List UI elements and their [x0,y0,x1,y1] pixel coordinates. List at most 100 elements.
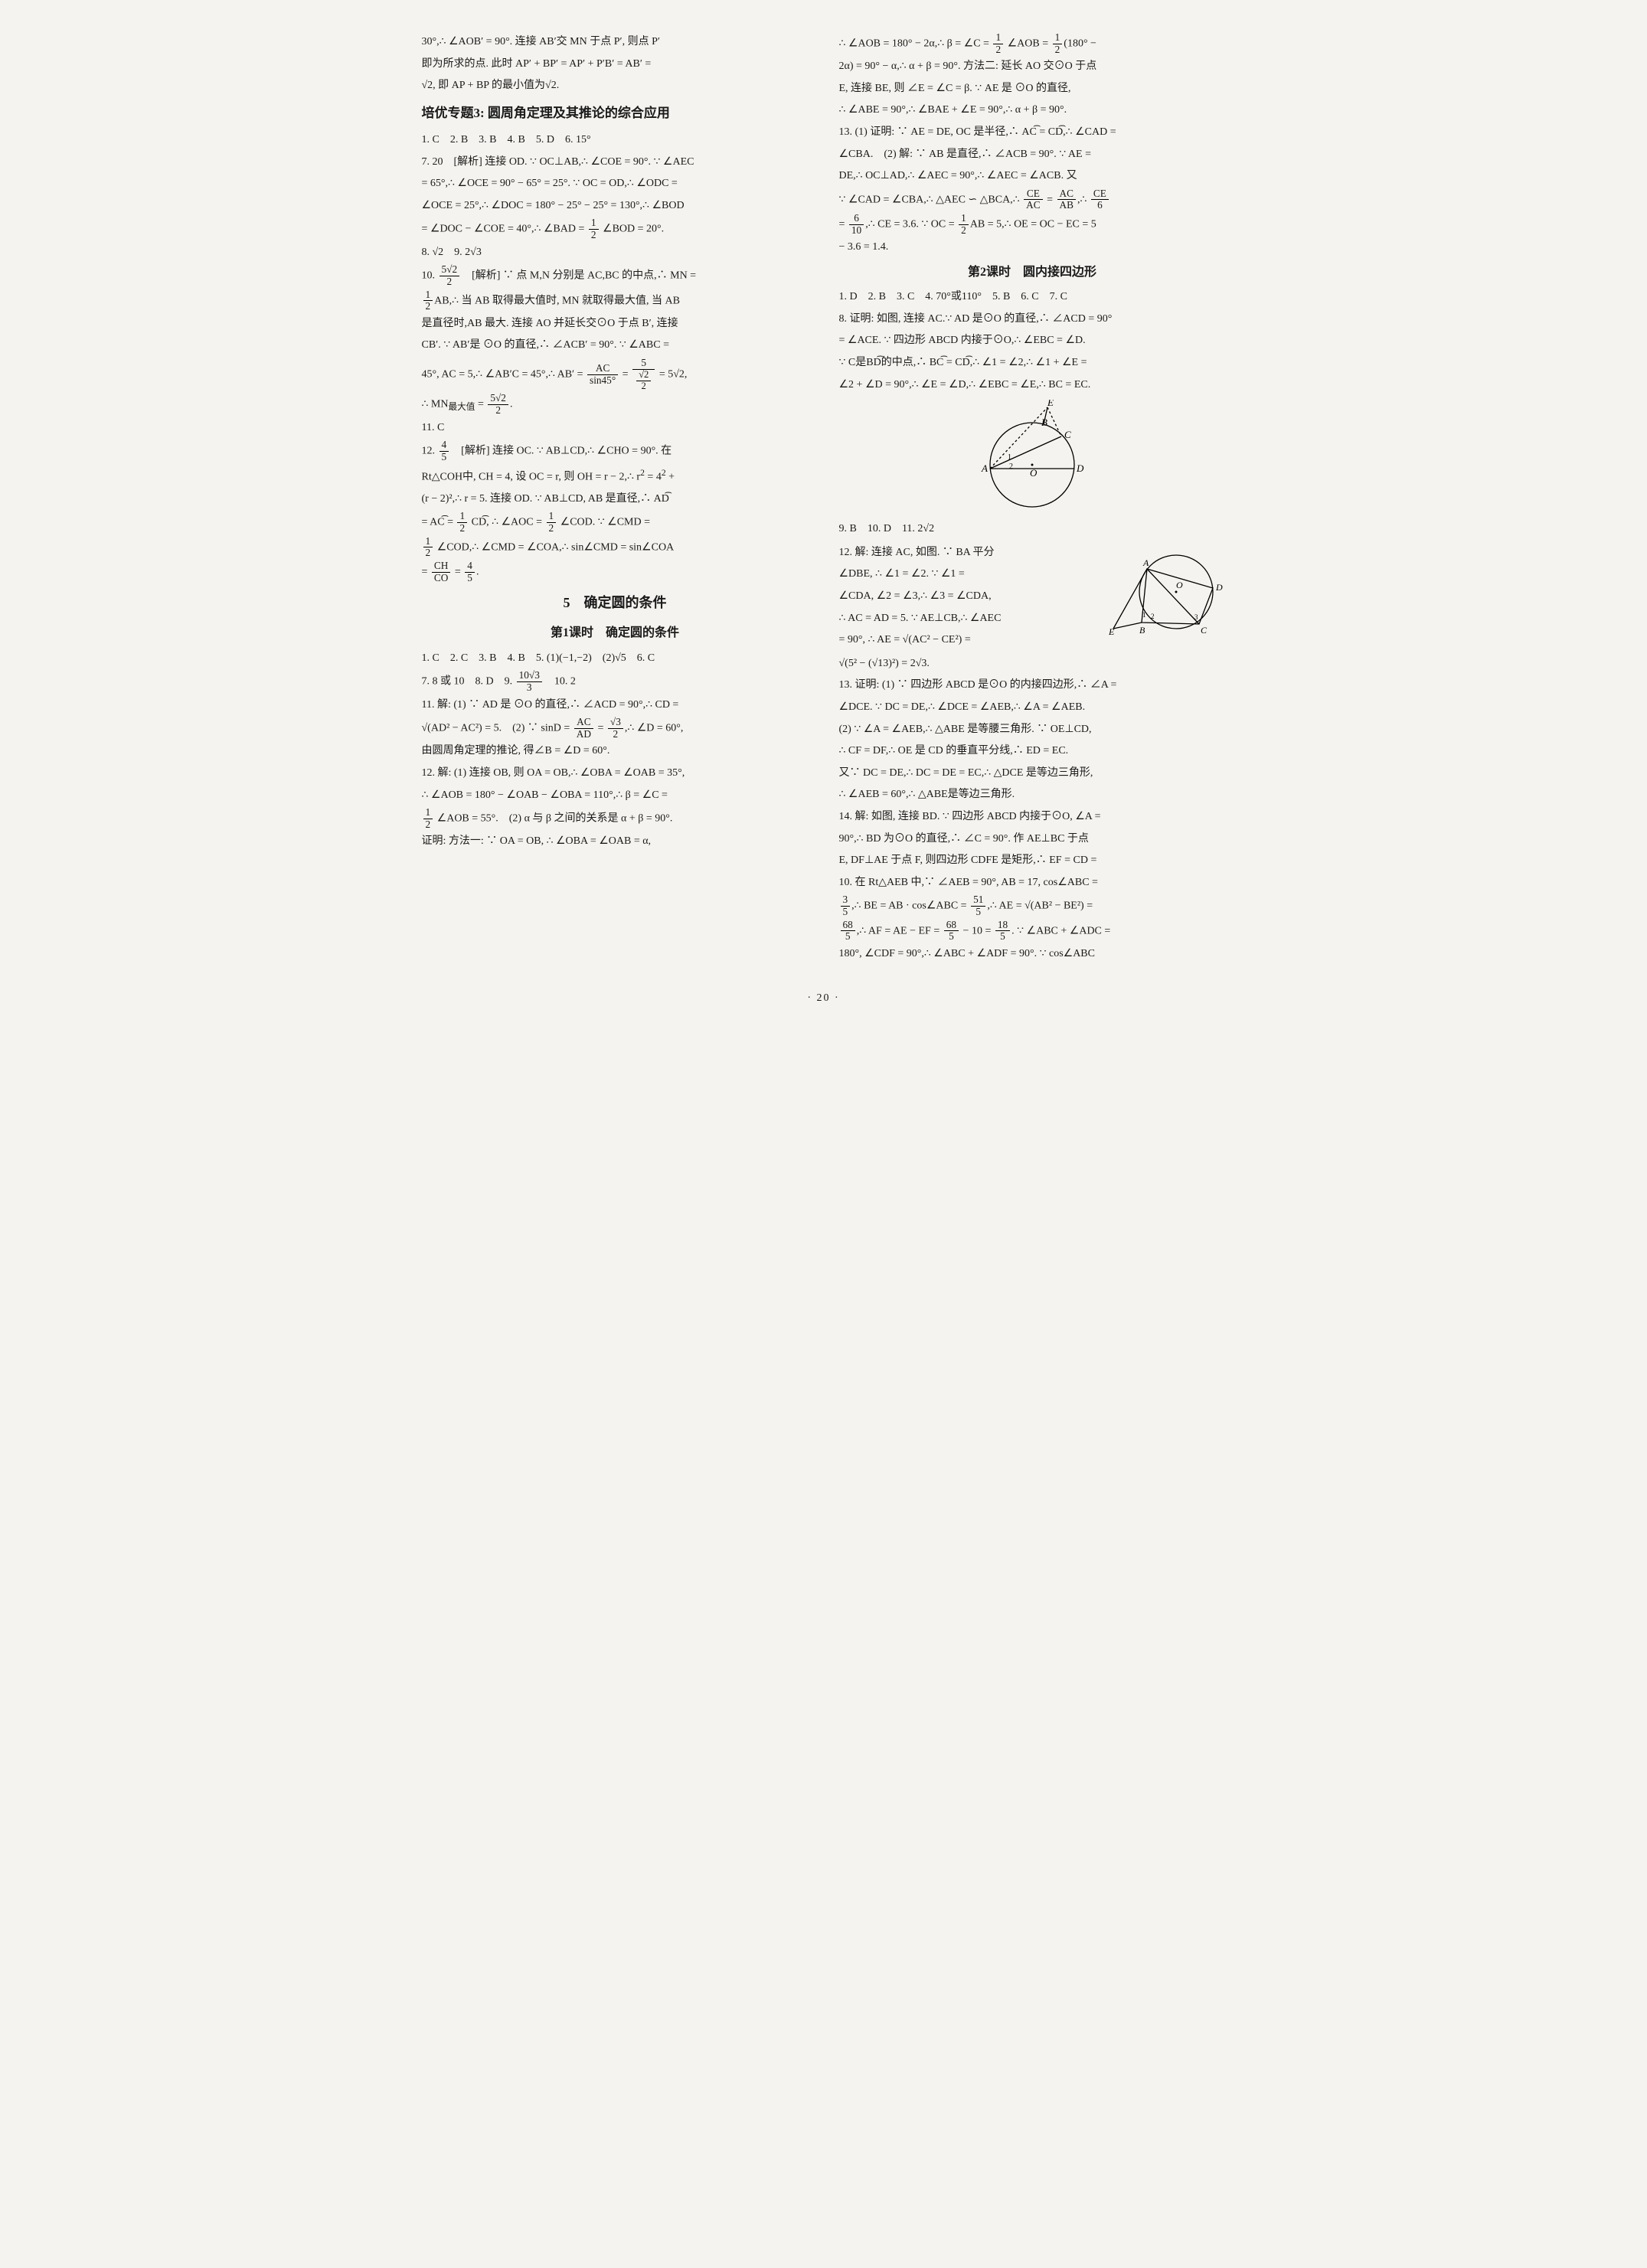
text: ∴ ∠AEB = 60°,∴ △ABE是等边三角形. [839,785,1226,806]
fraction: ACAB [1057,188,1076,211]
fraction: 12 [547,511,557,534]
answers: 7. 8 或 10 8. D 9. 10√33 10. 2 [422,670,809,693]
svg-text:O: O [1030,467,1038,479]
text: 45°, AC = 5,∴ ∠AB′C = 45°,∴ AB′ = ACsin4… [422,358,809,391]
text: ∴ AC = AD = 5. ∵ AE⊥CB,∴ ∠AEC [839,609,1101,629]
fraction: 10√33 [517,670,542,693]
text: ∵ ∠CAD = ∠CBA,∴ △AEC ∽ △BCA,∴ CEAC = ACA… [839,188,1226,211]
svg-text:1: 1 [1142,611,1146,619]
fraction: √32 [608,717,623,740]
q12r-row: 12. 解: 连接 AC, 如图. ∵ BA 平分 ∠DBE, ∴ ∠1 = ∠… [839,541,1226,652]
fraction: CE6 [1091,188,1109,211]
fraction: 685 [944,920,959,943]
svg-text:C: C [1201,625,1207,636]
subheading: 第1课时 确定圆的条件 [422,622,809,645]
svg-text:E: E [1047,400,1054,408]
heading: 5 确定圆的条件 [422,590,809,616]
fraction: 12 [589,217,599,240]
q14r: 14. 解: 如图, 连接 BD. ∵ 四边形 ABCD 内接于⊙O, ∠A = [839,807,1226,828]
fraction: 45 [440,440,449,462]
text: 由圆周角定理的推论, 得∠B = ∠D = 60°. [422,741,809,762]
text: ∴ ∠AOB = 180° − ∠OAB − ∠OBA = 110°,∴ β =… [422,786,809,806]
svg-text:3: 3 [1194,613,1198,621]
svg-text:A: A [981,462,988,474]
svg-text:B: B [1041,417,1047,428]
text: − 3.6 = 1.4. [839,237,1226,258]
text: = ∠DOC − ∠COE = 40°,∴ ∠BAD = 12 ∠BOD = 2… [422,217,809,240]
text: 即为所求的点. 此时 AP′ + BP′ = AP′ + P′B′ = AB′ … [422,54,809,75]
q11b: 11. 解: (1) ∵ AD 是 ⊙O 的直径,∴ ∠ACD = 90°,∴ … [422,695,809,716]
text: = 90°, ∴ AE = √(AC² − CE²) = [839,630,1101,651]
text: ∴ ∠AOB = 180° − 2α,∴ β = ∠C = 12 ∠AOB = … [839,32,1226,55]
text: CB′. ∵ AB′是 ⊙O 的直径,∴ ∠ACB′ = 90°. ∵ ∠ABC… [422,335,809,356]
text: ∴ CF = DF,∴ OE 是 CD 的垂直平分线,∴ ED = EC. [839,741,1226,762]
svg-text:D: D [1215,582,1223,593]
text: = ∠ACE. ∵ 四边形 ABCD 内接于⊙O,∴ ∠EBC = ∠D. [839,331,1226,351]
fraction: 515 [971,894,985,917]
fraction: 685 [841,920,855,943]
text: DE,∴ OC⊥AD,∴ ∠AEC = 90°,∴ ∠AEC = ∠ACB. 又 [839,166,1226,187]
text: 685,∴ AF = AE − EF = 685 − 10 = 185. ∵ ∠… [839,920,1226,943]
text: ∠OCE = 25°,∴ ∠DOC = 180° − 25° − 25° = 1… [422,196,809,217]
svg-text:2: 2 [1009,462,1013,471]
fraction: 12 [423,807,433,830]
text: √2, 即 AP + BP 的最小值为√2. [422,76,809,96]
heading: 培优专题3: 圆周角定理及其推论的综合应用 [422,101,809,126]
q12b: 12. 解: (1) 连接 OB, 则 OA = OB,∴ ∠OBA = ∠OA… [422,763,809,784]
fraction: CHCO [432,560,450,583]
fraction: 5√22 [632,358,655,391]
page: 30°,∴ ∠AOB′ = 90°. 连接 AB′交 MN 于点 P′, 则点 … [422,31,1226,966]
text: (2) ∵ ∠A = ∠AEB,∴ △ABE 是等腰三角形. ∵ OE⊥CD, [839,720,1226,740]
svg-text:2: 2 [1151,613,1155,620]
text: ∵ C是BD͡的中点,∴ BC͡ = CD͡,∴ ∠1 = ∠2,∴ ∠1 + … [839,353,1226,374]
text: √(5² − (√13)²) = 2√3. [839,654,1226,675]
q8-9: 8. √2 9. 2√3 [422,243,809,263]
text: = AC͡ = 12 CD͡, ∴ ∠AOC = 12 ∠COD. ∵ ∠CMD… [422,511,809,534]
text: = CHCO = 45. [422,560,809,583]
circle-diagram-1: E B C A D O 1 2 [971,400,1093,515]
text: 证明: 方法一: ∵ OA = OB, ∴ ∠OBA = ∠OAB = α, [422,832,809,852]
fraction: 35 [841,894,851,917]
text: ∠CBA. (2) 解: ∵ AB 是直径,∴ ∠ACB = 90°. ∵ AE… [839,145,1226,165]
text: 是直径时,AB 最大. 连接 AO 并延长交⊙O 于点 B′, 连接 [422,314,809,335]
subheading: 第2课时 圆内接四边形 [839,261,1226,284]
page-number: · 20 · [38,989,1609,1009]
left-column: 30°,∴ ∠AOB′ = 90°. 连接 AB′交 MN 于点 P′, 则点 … [422,31,809,966]
svg-text:A: A [1142,557,1149,568]
svg-text:D: D [1076,462,1084,474]
fraction: 45 [465,560,475,583]
fraction: 12 [1053,32,1063,55]
q8r: 8. 证明: 如图, 连接 AC.∵ AD 是⊙O 的直径,∴ ∠ACD = 9… [839,309,1226,330]
text: E, 连接 BE, 则 ∠E = ∠C = β. ∵ AE 是 ⊙O 的直径, [839,79,1226,100]
fraction: ACAD [574,717,593,740]
text: √(AD² − AC²) = 5. (2) ∵ sinD = ACAD = √3… [422,717,809,740]
text: 180°, ∠CDF = 90°,∴ ∠ABC + ∠ADF = 90°. ∵ … [839,944,1226,965]
q11: 11. C [422,418,809,439]
text: ∠DCE. ∵ DC = DE,∴ ∠DCE = ∠AEB,∴ ∠A = ∠AE… [839,698,1226,718]
svg-text:O: O [1176,580,1183,590]
q10: 10. 5√22 [解析] ∵ 点 M,N 分别是 AC,BC 的中点,∴ MN… [422,264,809,287]
fraction: 12 [423,289,433,312]
right-column: ∴ ∠AOB = 180° − 2α,∴ β = ∠C = 12 ∠AOB = … [839,31,1226,966]
answers: 1. C 2. B 3. B 4. B 5. D 6. 15° [422,130,809,151]
text: ∠2 + ∠D = 90°,∴ ∠E = ∠D,∴ ∠EBC = ∠E,∴ BC… [839,375,1226,396]
fraction: ACsin45° [587,363,618,386]
circle-diagram-2: A D O E B C 1 2 3 [1107,546,1226,645]
text: ∴ ∠ABE = 90°,∴ ∠BAE + ∠E = 90°,∴ α + β =… [839,100,1226,121]
svg-text:B: B [1139,625,1145,636]
text: 2α) = 90° − α,∴ α + β = 90°. 方法二: 延长 AO … [839,57,1226,77]
fraction: 12 [457,511,467,534]
text: 12 ∠AOB = 55°. (2) α 与 β 之间的关系是 α + β = … [422,807,809,830]
text: 30°,∴ ∠AOB′ = 90°. 连接 AB′交 MN 于点 P′, 则点 … [422,32,809,53]
svg-text:C: C [1064,429,1071,440]
fraction: 5√22 [488,393,508,416]
svg-text:1: 1 [1008,453,1011,462]
text: 又∵ DC = DE,∴ DC = DE = EC,∴ △DCE 是等边三角形, [839,763,1226,784]
text: 12AB,∴ 当 AB 取得最大值时, MN 就取得最大值, 当 AB [422,289,809,312]
text: 12 ∠COD,∴ ∠CMD = ∠COA,∴ sin∠CMD = sin∠CO… [422,536,809,559]
text: Rt△COH中, CH = 4, 设 OC = r, 则 OH = r − 2,… [422,465,809,488]
text: (r − 2)²,∴ r = 5. 连接 OD. ∵ AB⊥CD, AB 是直径… [422,489,809,510]
text: E, DF⊥AE 于点 F, 则四边形 CDFE 是矩形,∴ EF = CD = [839,851,1226,871]
fraction: 5√22 [440,264,460,287]
answers: 1. D 2. B 3. C 4. 70°或110° 5. B 6. C 7. … [839,287,1226,308]
